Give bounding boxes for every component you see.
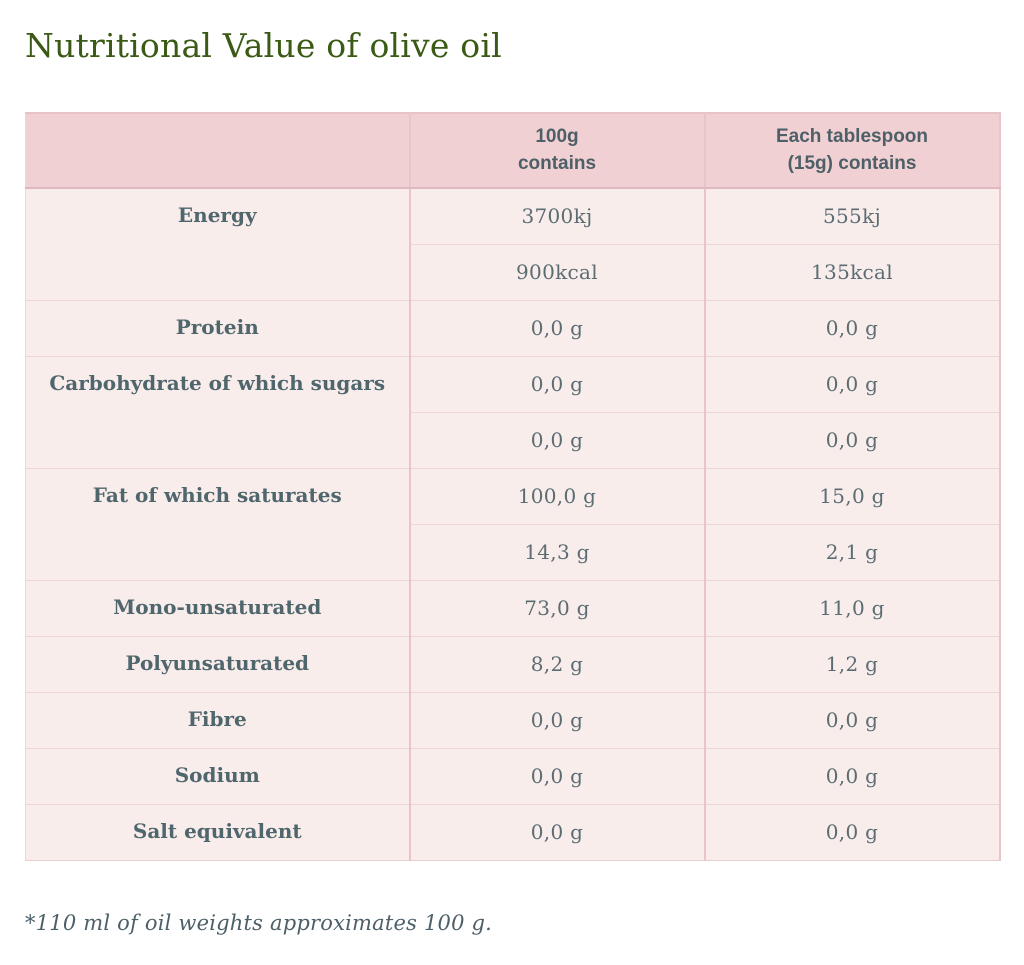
value-salt-equivalent-col1: 0,0 g (408, 803, 705, 861)
value-protein-col2: 0,0 g (703, 299, 1000, 357)
page-title: Nutritional Value of olive oil (25, 26, 502, 65)
table-row: Sodium 0,0 g 0,0 g (25, 747, 1000, 805)
table-row: 14,3 g 2,1 g (26, 523, 1000, 581)
value-energy-col2: 135kcal (703, 243, 1000, 301)
footnote: *110 ml of oil weights approximates 100 … (25, 910, 493, 935)
value-carbohydrate-of-which-sugars-col1: 0,0 g (408, 411, 705, 469)
table-row: 0,0 g 0,0 g (26, 411, 1000, 469)
row-label-polyunsaturated: Polyunsaturated (25, 635, 410, 693)
row-label-carbohydrate-of-which-sugars: Carbohydrate of which sugars (25, 355, 410, 469)
table-row: Salt equivalent 0,0 g 0,0 g (25, 803, 1000, 861)
row-label-sodium: Sodium (25, 747, 410, 805)
table-row: Protein 0,0 g 0,0 g (25, 299, 1000, 357)
page: Nutritional Value of olive oil 100g cont… (25, 26, 1001, 935)
value-protein-col1: 0,0 g (408, 299, 705, 357)
value-mono-unsaturated-col1: 73,0 g (408, 579, 705, 637)
value-polyunsaturated-col1: 8,2 g (408, 635, 705, 693)
table-header: 100g contains Each tablespoon (15g) cont… (25, 113, 1000, 190)
row-label-fibre: Fibre (25, 691, 410, 749)
row-label-protein: Protein (25, 299, 410, 357)
value-energy-col2: 555kj (703, 188, 1000, 245)
value-fat-of-which-saturates-col1: 14,3 g (408, 523, 705, 581)
value-carbohydrate-of-which-sugars-col2: 0,0 g (703, 355, 1000, 413)
table-row: Fat of which saturates 100,0 g 15,0 g (25, 467, 1000, 581)
table-row: Carbohydrate of which sugars 0,0 g 0,0 g (25, 355, 1000, 469)
table-row: Mono-unsaturated 73,0 g 11,0 g (25, 579, 1000, 637)
value-salt-equivalent-col2: 0,0 g (703, 803, 1000, 861)
row-label-salt-equivalent: Salt equivalent (25, 803, 410, 861)
table-row: Polyunsaturated 8,2 g 1,2 g (25, 635, 1000, 693)
value-carbohydrate-of-which-sugars-col2: 0,0 g (703, 411, 1000, 469)
table-row: Energy 3700kj 555kj (26, 188, 1000, 245)
table-row: Fibre 0,0 g 0,0 g (25, 691, 1000, 749)
value-carbohydrate-of-which-sugars-col1: 0,0 g (408, 355, 705, 413)
value-fibre-col1: 0,0 g (408, 691, 705, 749)
row-label-energy: Energy (177, 203, 257, 228)
value-energy-col1: 3700kj (408, 188, 705, 245)
header-cell-tablespoon: Each tablespoon (15g) contains (703, 113, 1000, 190)
value-fibre-col2: 0,0 g (703, 691, 1000, 749)
header-row: 100g contains Each tablespoon (15g) cont… (25, 113, 1000, 190)
value-mono-unsaturated-col2: 11,0 g (703, 579, 1000, 637)
nutrition-table: 100g contains Each tablespoon (15g) cont… (25, 112, 1001, 861)
value-sodium-col1: 0,0 g (408, 747, 705, 805)
value-fat-of-which-saturates-col2: 2,1 g (703, 523, 1000, 581)
value-sodium-col2: 0,0 g (703, 747, 1000, 805)
table-body: Energy 3700kj 555kj 900kcal 135kcal Protein 0,… (25, 188, 1000, 861)
header-cell-empty (25, 113, 410, 190)
value-fat-of-which-saturates-col1: 100,0 g (408, 467, 705, 525)
value-polyunsaturated-col2: 1,2 g (703, 635, 1000, 693)
value-fat-of-which-saturates-col2: 15,0 g (703, 467, 1000, 525)
table-row: 900kcal 135kcal (26, 243, 1000, 301)
row-label-fat-of-which-saturates: Fat of which saturates (25, 467, 410, 581)
header-cell-100g: 100g contains (408, 113, 705, 190)
value-energy-col1: 900kcal (408, 243, 705, 301)
row-label-mono-unsaturated: Mono-unsaturated (25, 579, 410, 637)
